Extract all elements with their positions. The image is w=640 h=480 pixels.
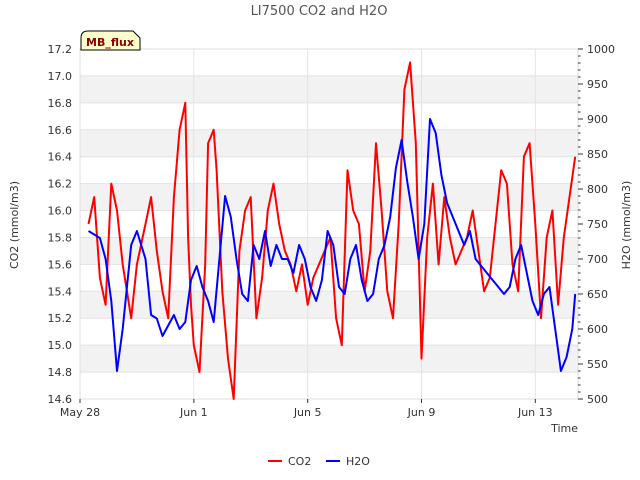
x-tick-label: Jun 9 <box>407 406 436 419</box>
y2-tick-label: 800 <box>587 183 608 196</box>
grid-band <box>80 75 578 103</box>
y-tick-label: 16.4 <box>48 151 73 164</box>
y-tick-label: 16.0 <box>48 205 73 218</box>
y2-tick-label: 500 <box>587 393 608 406</box>
x-axis-ticks: May 28 Jun 1 Jun 5 Jun 9 Jun 13 <box>60 399 553 419</box>
y-tick-label: 14.6 <box>48 393 73 406</box>
y-tick-label: 15.0 <box>48 339 73 352</box>
legend: CO2 H2O <box>268 455 370 468</box>
y-tick-label: 15.8 <box>48 231 73 244</box>
x-axis-title: Time <box>550 422 578 435</box>
legend-label-co2: CO2 <box>288 455 311 468</box>
y-tick-label: 15.6 <box>48 258 73 271</box>
x-tick-label: Jun 5 <box>293 406 322 419</box>
site-badge-background <box>80 30 141 51</box>
y2-tick-label: 700 <box>587 253 608 266</box>
y-tick-label: 17.2 <box>48 43 73 56</box>
chart-title: LI7500 CO2 and H2O <box>251 4 388 19</box>
y-tick-label: 16.6 <box>48 124 73 137</box>
y2-tick-label: 750 <box>587 218 608 231</box>
grid-band <box>80 129 578 157</box>
y-tick-label: 17.0 <box>48 70 73 83</box>
y2-tick-label: 600 <box>587 323 608 336</box>
site-badge: MB_flux <box>80 30 141 51</box>
grid-band <box>80 183 578 211</box>
y-axis-ticks: 14.6 14.8 15.0 15.2 15.4 15.6 15.8 16.0 16.2 16.4… <box>48 43 73 406</box>
x-tick-label: Jun 13 <box>517 406 553 419</box>
legend-label-h2o: H2O <box>346 455 370 468</box>
grid-band <box>80 345 578 373</box>
x-tick-label: Jun 1 <box>179 406 208 419</box>
y2-tick-label: 1000 <box>587 43 615 56</box>
grid-band <box>80 291 578 319</box>
site-badge-label: MB_flux <box>86 36 134 49</box>
series-line-h2o <box>87 118 577 372</box>
series-layer <box>87 61 577 400</box>
y2-axis-title: H2O (mmol/m3) <box>620 181 633 270</box>
y2-tick-label: 850 <box>587 148 608 161</box>
y-tick-label: 16.8 <box>48 97 73 110</box>
series-line-co2 <box>87 61 577 400</box>
y2-tick-label: 900 <box>587 113 608 126</box>
y2-tick-label: 650 <box>587 288 608 301</box>
x-tick-label: May 28 <box>60 406 100 419</box>
grid-bands <box>80 75 578 373</box>
y2-tick-label: 950 <box>587 78 608 91</box>
y-axis-title: CO2 (mmol/m3) <box>8 181 21 269</box>
y-tick-label: 16.2 <box>48 178 73 191</box>
y-tick-label: 14.8 <box>48 366 73 379</box>
y2-tick-label: 550 <box>587 358 608 371</box>
y2-axis-ticks: 500 550 600 650 700 750 800 850 900 950 1000 <box>578 43 615 406</box>
y-tick-label: 15.4 <box>48 285 73 298</box>
y-tick-label: 15.2 <box>48 312 73 325</box>
